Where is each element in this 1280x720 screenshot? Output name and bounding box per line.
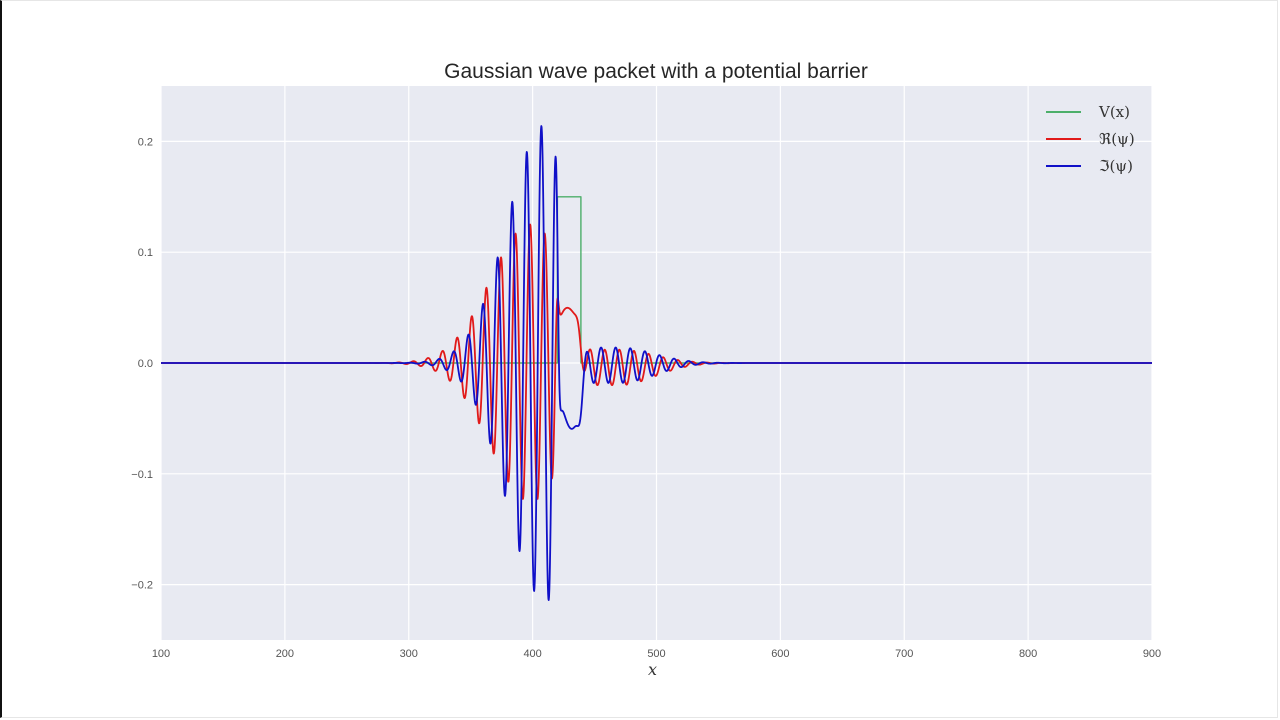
- svg-text:600: 600: [771, 648, 789, 660]
- chart-title: Gaussian wave packet with a potential ba…: [444, 60, 868, 83]
- legend-item-real: ℜ(ψ): [1046, 125, 1135, 152]
- svg-text:0.2: 0.2: [138, 136, 153, 148]
- tick-labels: 100 200 300 400 500 600 700 800 900 −0.2 −0.1 0.0 0.…: [131, 136, 1161, 660]
- series-0-line: [161, 196, 1152, 364]
- legend-line-real: [1046, 137, 1081, 140]
- svg-text:300: 300: [400, 648, 418, 660]
- legend-item-imag: ℑ(ψ): [1046, 152, 1135, 179]
- svg-text:0.0: 0.0: [138, 358, 153, 370]
- series-lines: [160, 125, 1153, 601]
- svg-text:200: 200: [276, 648, 294, 660]
- svg-text:−0.2: −0.2: [131, 580, 153, 592]
- svg-text:700: 700: [895, 648, 913, 660]
- svg-text:100: 100: [152, 648, 170, 660]
- svg-text:0.1: 0.1: [138, 247, 153, 259]
- svg-text:400: 400: [523, 648, 541, 660]
- svg-text:500: 500: [647, 648, 665, 660]
- svg-text:−0.1: −0.1: [131, 469, 153, 481]
- legend-item-potential: V(x): [1046, 98, 1135, 125]
- legend-line-potential: [1046, 110, 1081, 113]
- legend-label-imag: ℑ(ψ): [1099, 156, 1133, 175]
- svg-text:900: 900: [1143, 648, 1161, 660]
- x-axis-label: x: [648, 660, 658, 679]
- series-2-line: [160, 125, 1153, 601]
- legend-line-imag: [1046, 164, 1081, 167]
- legend: V(x) ℜ(ψ) ℑ(ψ): [1046, 98, 1135, 179]
- svg-text:800: 800: [1019, 648, 1037, 660]
- legend-label-potential: V(x): [1099, 102, 1130, 121]
- legend-label-real: ℜ(ψ): [1099, 129, 1135, 148]
